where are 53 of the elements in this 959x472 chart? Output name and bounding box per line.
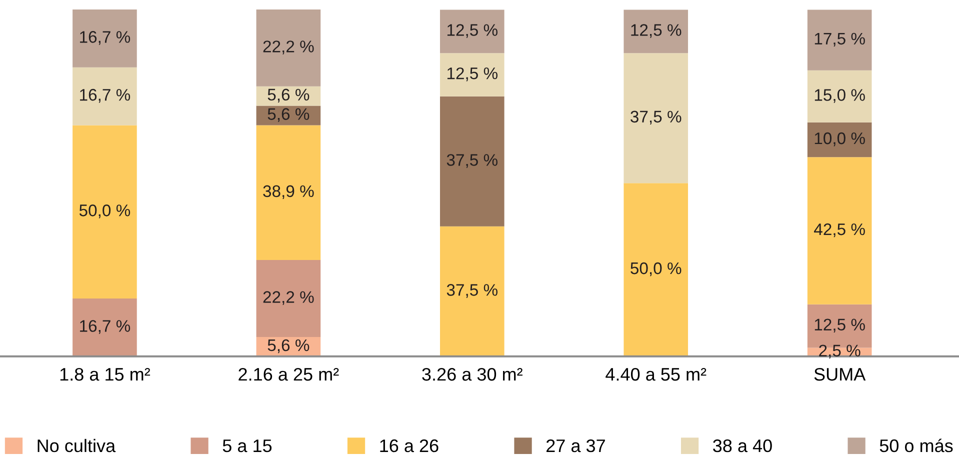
data-label: 37,5 % (446, 154, 498, 168)
bar (440, 96, 504, 226)
data-label: 42,5 % (814, 223, 865, 238)
bar (807, 70, 872, 122)
bar (807, 122, 872, 158)
data-label: 16,7 % (80, 88, 130, 103)
data-label: 37,5 % (446, 284, 498, 298)
data-label: 12,5 % (447, 67, 498, 82)
legend-label: 50 o más (880, 438, 953, 452)
bar (624, 183, 688, 356)
data-label: 12,5 % (631, 24, 682, 38)
legend-label: 27 a 37 (546, 439, 605, 452)
data-label: 37,5 % (630, 110, 682, 125)
data-label: 12,5 % (447, 24, 498, 38)
bar (256, 260, 321, 337)
bar (256, 125, 321, 260)
x-tick-label: 4.40 a 55 m² (606, 368, 706, 381)
bar (807, 10, 872, 70)
bar (256, 86, 321, 106)
bar (624, 10, 688, 54)
data-label: 15,0 % (814, 89, 865, 103)
bar (72, 67, 137, 126)
bar (256, 9, 321, 86)
bar (440, 10, 504, 54)
data-label: 2,5 % (819, 344, 860, 358)
data-label: 50,0 % (630, 262, 682, 276)
bar (440, 53, 504, 96)
data-label: 22,2 % (263, 291, 314, 305)
data-label: 16,7 % (80, 320, 130, 334)
bar (72, 298, 137, 356)
data-label: 5,6 % (268, 108, 310, 122)
bar (72, 9, 137, 68)
data-label: 17,5 % (814, 32, 865, 47)
bar (624, 53, 688, 184)
data-label: 38,9 % (263, 185, 314, 200)
data-label: 12,5 % (814, 318, 865, 332)
bar (807, 157, 872, 304)
data-label: 5,6 % (268, 88, 310, 103)
legend-label: No cultiva (38, 438, 116, 452)
x-tick-label: 1.8 a 15 m² (60, 368, 150, 381)
legend-label: 16 a 26 (380, 439, 438, 452)
legend-label: 38 a 40 (713, 439, 772, 452)
data-label: 10,0 % (814, 132, 865, 146)
x-tick-label: 2.16 a 25 m² (238, 368, 339, 381)
data-label: 16,7 % (80, 31, 130, 45)
bar (440, 226, 504, 356)
data-label: 5,6 % (268, 339, 310, 354)
x-tick-label: 3.26 a 30 m² (422, 368, 522, 381)
legend-label: 5 a 15 (222, 440, 272, 452)
data-label: 50,0 % (79, 204, 130, 218)
x-tick-label: SUMA (814, 368, 866, 381)
data-label: 22,2 % (263, 40, 314, 54)
bar (72, 125, 137, 298)
